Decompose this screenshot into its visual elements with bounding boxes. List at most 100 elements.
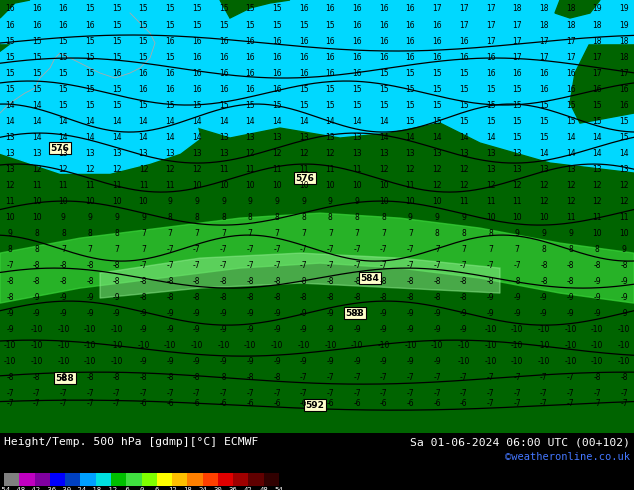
Text: 15: 15 xyxy=(58,100,68,110)
Text: -9: -9 xyxy=(593,293,601,302)
Bar xyxy=(50,473,65,486)
Text: 15: 15 xyxy=(432,117,442,125)
Text: 16: 16 xyxy=(353,52,362,62)
Text: 14: 14 xyxy=(139,133,148,142)
Text: -10: -10 xyxy=(484,341,496,350)
Text: 10: 10 xyxy=(86,196,95,206)
Text: -7: -7 xyxy=(139,261,147,270)
Text: 15: 15 xyxy=(165,52,175,62)
Text: -10: -10 xyxy=(564,324,577,334)
Text: 13: 13 xyxy=(459,148,469,158)
Text: 17: 17 xyxy=(512,21,522,29)
Text: 15: 15 xyxy=(112,85,122,94)
Text: 14: 14 xyxy=(86,117,95,125)
Text: 16: 16 xyxy=(58,21,68,29)
Text: -7: -7 xyxy=(33,399,41,408)
Text: -9: -9 xyxy=(60,293,67,302)
Text: 17: 17 xyxy=(486,21,495,29)
Text: -10: -10 xyxy=(84,324,96,334)
Text: 15: 15 xyxy=(486,100,495,110)
Text: 12: 12 xyxy=(192,165,202,173)
Text: 7: 7 xyxy=(61,245,66,254)
Text: 17: 17 xyxy=(593,52,602,62)
Text: -7: -7 xyxy=(406,245,414,254)
Text: 16: 16 xyxy=(272,37,281,46)
Text: 16: 16 xyxy=(112,69,122,77)
Text: 15: 15 xyxy=(86,52,95,62)
Text: 16: 16 xyxy=(192,69,202,77)
Text: 15: 15 xyxy=(325,100,335,110)
Text: -9: -9 xyxy=(353,309,361,318)
Text: 12: 12 xyxy=(379,165,389,173)
Text: -8: -8 xyxy=(406,276,414,286)
Text: -9: -9 xyxy=(6,324,14,334)
Text: -9: -9 xyxy=(593,309,601,318)
Text: -10: -10 xyxy=(458,341,470,350)
Text: 9: 9 xyxy=(462,213,466,221)
Text: -10: -10 xyxy=(618,357,630,366)
Text: -9: -9 xyxy=(86,293,94,302)
Text: 16: 16 xyxy=(245,52,255,62)
Text: -9: -9 xyxy=(620,293,628,302)
Text: -10: -10 xyxy=(591,341,604,350)
Text: -9: -9 xyxy=(33,293,41,302)
Text: 14: 14 xyxy=(112,133,122,142)
Text: -7: -7 xyxy=(380,245,387,254)
Text: 14: 14 xyxy=(593,148,602,158)
Text: 13: 13 xyxy=(219,148,228,158)
Text: 7: 7 xyxy=(408,229,413,238)
Text: -8: -8 xyxy=(273,293,281,302)
Text: 584: 584 xyxy=(361,273,379,283)
Text: -10: -10 xyxy=(618,324,630,334)
Text: 8: 8 xyxy=(328,213,333,221)
Text: 16: 16 xyxy=(299,69,309,77)
Text: -10: -10 xyxy=(110,357,123,366)
Text: 10: 10 xyxy=(619,229,629,238)
Text: -9: -9 xyxy=(220,357,228,366)
Text: -7: -7 xyxy=(273,245,281,254)
Text: -8: -8 xyxy=(60,276,67,286)
Text: -10: -10 xyxy=(484,357,496,366)
Text: 15: 15 xyxy=(379,100,389,110)
Text: 9: 9 xyxy=(515,229,520,238)
Text: -7: -7 xyxy=(247,245,254,254)
Text: 15: 15 xyxy=(486,85,495,94)
Text: -10: -10 xyxy=(538,357,550,366)
Text: -9: -9 xyxy=(460,309,468,318)
Text: -7: -7 xyxy=(113,399,120,408)
Text: 18: 18 xyxy=(566,21,576,29)
Bar xyxy=(264,473,279,486)
Text: 11: 11 xyxy=(326,165,335,173)
Text: 18: 18 xyxy=(619,52,629,62)
Text: 36: 36 xyxy=(229,487,238,490)
Text: -7: -7 xyxy=(487,389,495,398)
Text: 15: 15 xyxy=(5,69,15,77)
Bar xyxy=(0,0,634,43)
Text: 12: 12 xyxy=(139,165,148,173)
Text: 16: 16 xyxy=(566,69,576,77)
Text: 15: 15 xyxy=(272,3,281,13)
Text: -9: -9 xyxy=(380,324,387,334)
Text: -8: -8 xyxy=(220,276,228,286)
Text: -10: -10 xyxy=(271,341,283,350)
Text: -10: -10 xyxy=(297,341,310,350)
Text: -9: -9 xyxy=(166,357,174,366)
Polygon shape xyxy=(0,0,50,143)
Polygon shape xyxy=(100,253,500,298)
Text: 15: 15 xyxy=(139,37,148,46)
Text: 9: 9 xyxy=(621,245,626,254)
Text: 16: 16 xyxy=(245,69,255,77)
Text: 15: 15 xyxy=(486,117,495,125)
Text: 12: 12 xyxy=(165,165,175,173)
Text: -10: -10 xyxy=(244,341,256,350)
Polygon shape xyxy=(0,38,200,173)
Text: -54: -54 xyxy=(0,487,11,490)
Text: 13: 13 xyxy=(432,148,442,158)
Text: 15: 15 xyxy=(245,3,255,13)
Text: 10: 10 xyxy=(112,196,122,206)
Text: 16: 16 xyxy=(192,85,202,94)
Text: 588: 588 xyxy=(56,374,74,383)
Text: -9: -9 xyxy=(193,309,201,318)
Text: 9: 9 xyxy=(354,196,359,206)
Text: 16: 16 xyxy=(619,85,629,94)
